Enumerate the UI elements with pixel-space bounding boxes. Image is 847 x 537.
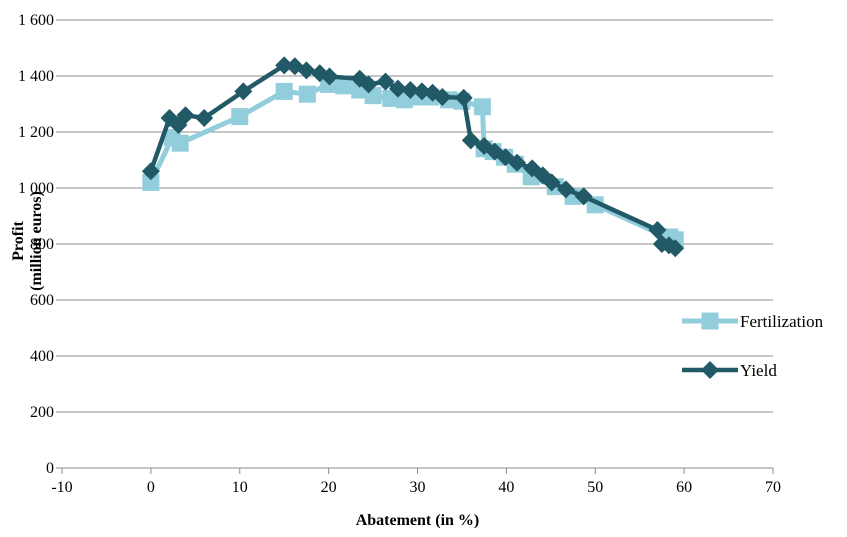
legend-item-fertilization: Fertilization (682, 312, 824, 331)
x-axis-title: Abatement (in %) (356, 512, 480, 529)
data-point-fertilization (142, 173, 160, 191)
data-point-yield (176, 106, 195, 125)
data-point-yield (141, 162, 160, 181)
data-point-yield (508, 153, 527, 172)
y-ticks: 0 200 400 600 800 1 000 1 200 1 400 1 600 (18, 12, 62, 477)
legend-marker-yield (701, 361, 719, 379)
y-tick-label: 1 200 (18, 124, 54, 141)
data-point-fertilization (231, 108, 249, 126)
y-axis-title: Profit (million euros) (10, 191, 45, 291)
x-tick-label: 60 (676, 479, 692, 496)
x-tick-label: -10 (51, 479, 72, 496)
x-tick-label: 70 (765, 479, 781, 496)
y-axis-title-line-2: (million euros) (28, 191, 45, 291)
data-point-yield (297, 61, 316, 80)
x-tick-label: 10 (232, 479, 248, 496)
series-yield (141, 56, 685, 258)
y-tick-label: 1 600 (18, 12, 54, 29)
data-point-fertilization (335, 77, 353, 95)
data-point-yield (275, 56, 294, 75)
data-point-yield (496, 148, 515, 167)
y-tick-label: 1 000 (18, 180, 54, 197)
legend-label: Fertilization (740, 312, 824, 331)
legend: Fertilization Yield (682, 312, 824, 380)
data-point-yield (388, 79, 407, 98)
data-point-yield (376, 72, 395, 91)
x-tick-label: 40 (498, 479, 514, 496)
data-point-yield (433, 88, 452, 106)
x-tick-label: 30 (410, 479, 426, 496)
data-point-fertilization (473, 98, 491, 116)
data-point-fertilization (171, 134, 189, 152)
y-tick-label: 200 (30, 404, 54, 421)
data-point-fertilization (275, 82, 293, 100)
y-tick-label: 600 (30, 292, 54, 309)
x-tick-label: 0 (147, 479, 155, 496)
data-point-yield (666, 239, 685, 258)
legend-label: Yield (740, 361, 777, 380)
data-point-yield (412, 82, 431, 101)
series-group (141, 56, 685, 258)
x-tick-label: 20 (321, 479, 337, 496)
data-point-yield (648, 221, 667, 239)
legend-marker-fertilization (701, 312, 719, 330)
y-tick-label: 1 400 (18, 68, 54, 85)
y-tick-label: 0 (46, 460, 54, 477)
data-point-yield (574, 187, 593, 206)
data-point-yield (401, 81, 420, 99)
series-fertilization (142, 75, 684, 249)
data-point-yield (542, 173, 561, 192)
y-tick-label: 800 (30, 236, 54, 253)
data-point-yield (454, 88, 473, 107)
series-line-fertilization (148, 81, 677, 243)
data-point-yield (556, 180, 575, 199)
legend-item-yield: Yield (682, 361, 777, 380)
data-point-yield (359, 75, 378, 94)
data-point-fertilization (298, 85, 316, 103)
data-point-yield (461, 131, 480, 150)
x-ticks: -10 0 10 20 30 40 50 60 70 (51, 468, 781, 496)
gridlines (62, 19, 773, 413)
y-axis-title-line-1: Profit (10, 220, 27, 260)
data-point-yield (195, 109, 214, 127)
data-point-yield (320, 67, 339, 86)
data-point-yield (234, 82, 253, 101)
x-tick-label: 50 (587, 479, 603, 496)
y-tick-label: 400 (30, 348, 54, 365)
